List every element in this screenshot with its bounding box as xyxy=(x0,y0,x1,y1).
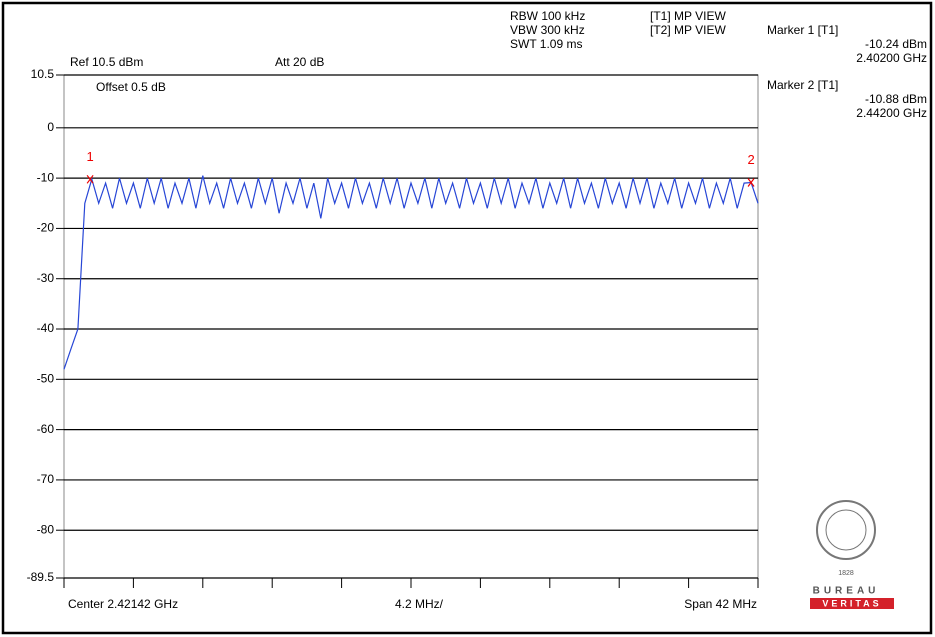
y-tick-label: -70 xyxy=(37,472,55,486)
logo-ring xyxy=(825,509,867,551)
y-tick-label: 10.5 xyxy=(31,67,55,81)
marker-freq: 2.40200 GHz xyxy=(856,51,927,65)
marker-value: -10.88 dBm xyxy=(865,92,927,106)
logo-top: BUREAU xyxy=(813,586,880,597)
marker-name: Marker 1 [T1] xyxy=(767,23,838,37)
attenuation: Att 20 dB xyxy=(275,55,324,69)
logo-year: 1828 xyxy=(838,570,854,577)
span: Span 42 MHz xyxy=(684,597,757,611)
y-tick-label: -20 xyxy=(37,221,55,235)
marker-value: -10.24 dBm xyxy=(865,37,927,51)
logo-bottom: VERITAS xyxy=(822,598,881,608)
swt: SWT 1.09 ms xyxy=(510,37,582,51)
marker-freq: 2.44200 GHz xyxy=(856,106,927,120)
y-tick-label: 0 xyxy=(47,120,54,134)
logo-seal xyxy=(816,500,876,560)
y-tick-label: -50 xyxy=(37,371,55,385)
y-tick-label: -60 xyxy=(37,422,55,436)
marker-symbol xyxy=(747,178,755,187)
ref-level: Ref 10.5 dBm xyxy=(70,55,143,69)
y-tick-label: -89.5 xyxy=(27,570,55,584)
rbw: RBW 100 kHz xyxy=(510,9,585,23)
y-tick-label: -40 xyxy=(37,321,55,335)
offset: Offset 0.5 dB xyxy=(96,80,166,94)
marker-name: Marker 2 [T1] xyxy=(767,78,838,92)
marker-label: 1 xyxy=(86,149,93,164)
y-tick-label: -10 xyxy=(37,170,55,184)
trace2: [T2] MP VIEW xyxy=(650,23,726,37)
trace xyxy=(63,175,759,370)
y-tick-label: -30 xyxy=(37,271,55,285)
marker-symbol xyxy=(86,174,94,184)
logo: 1828 BUREAU VERITAS xyxy=(810,500,894,609)
division: 4.2 MHz/ xyxy=(395,597,444,611)
logo-band xyxy=(810,598,894,609)
marker-label: 2 xyxy=(747,152,754,167)
y-tick-label: -80 xyxy=(37,522,55,536)
trace1: [T1] MP VIEW xyxy=(650,9,726,23)
vbw: VBW 300 kHz xyxy=(510,23,585,37)
center-freq: Center 2.42142 GHz xyxy=(68,597,178,611)
